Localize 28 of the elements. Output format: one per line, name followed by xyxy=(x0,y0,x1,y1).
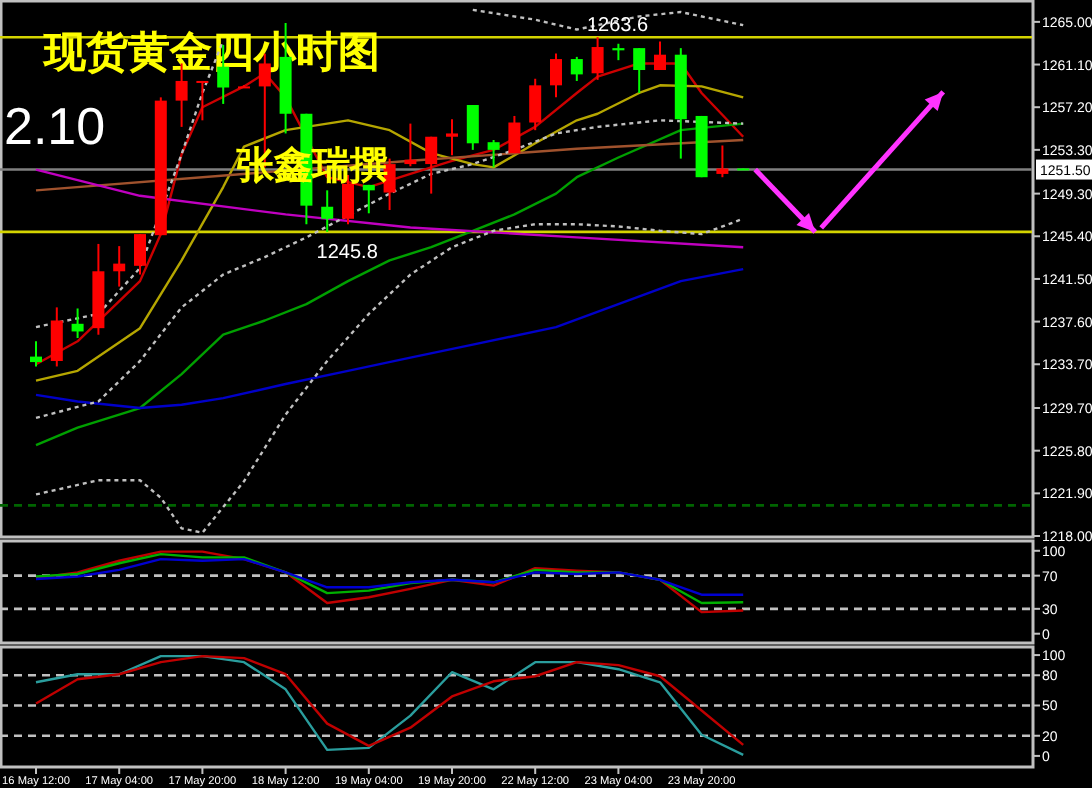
candlestick xyxy=(654,40,666,72)
candlestick xyxy=(321,189,334,233)
candlestick xyxy=(425,135,438,195)
candlestick xyxy=(134,233,146,276)
line-series xyxy=(34,557,745,596)
candlestick xyxy=(30,340,42,368)
candlestick xyxy=(570,55,583,82)
candlestick xyxy=(404,122,417,168)
candlestick xyxy=(591,36,604,81)
candlestick xyxy=(446,118,458,157)
candlestick xyxy=(508,114,521,155)
line-series xyxy=(34,267,745,410)
candlestick xyxy=(196,79,209,122)
line-series xyxy=(471,8,745,31)
annotation: 2.10 xyxy=(4,96,106,156)
candlestick xyxy=(633,47,646,94)
candlestick xyxy=(71,307,84,340)
candlestick xyxy=(529,77,542,132)
candlestick xyxy=(362,183,375,215)
candlestick xyxy=(550,52,562,99)
annotation: 1263.6 xyxy=(587,15,650,38)
annotation: 1245.8 xyxy=(316,241,379,264)
line-series xyxy=(34,217,745,534)
candlestick xyxy=(716,144,729,179)
candlestick xyxy=(50,306,63,368)
candlestick xyxy=(466,104,479,151)
candlestick xyxy=(487,139,500,169)
candlestick xyxy=(113,245,126,288)
